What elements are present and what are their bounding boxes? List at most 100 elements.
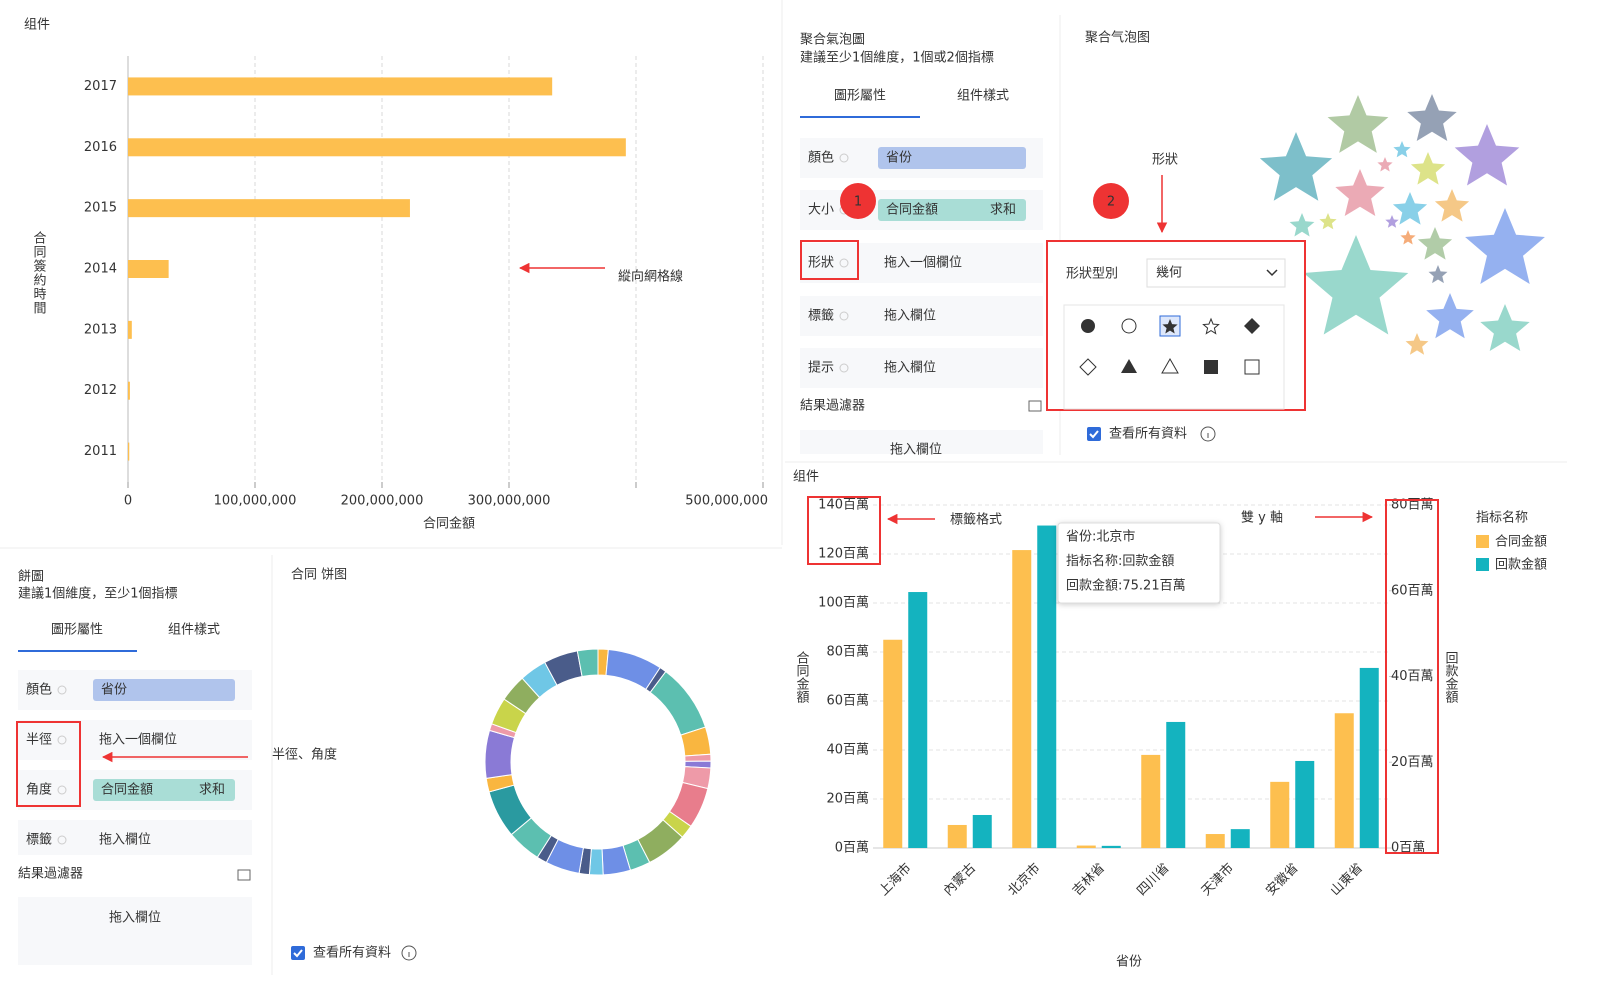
bar [128,381,130,400]
bubble-star [1392,192,1428,225]
field-pill[interactable] [878,147,1026,169]
bar [947,824,967,848]
x-axis-label: 省份 [1116,955,1142,970]
donut-segment [484,729,516,779]
field-value: 合同金額 [101,782,153,798]
annotation: 雙 y 軸 [1241,511,1283,526]
filter-placeholder: 拖入欄位 [109,910,161,926]
bubble-star [1289,213,1315,237]
x-tick-label: 500,000,000 [685,494,768,509]
checkbox-label: 查看所有資料 [1109,426,1187,442]
bar [128,199,410,218]
field-value: 合同金額 [886,202,938,218]
y-tick-label: 2015 [84,201,117,216]
gear-icon [839,153,849,163]
legend-title: 指标名称 [1476,510,1528,526]
y2-tick-label: 60百萬 [1391,583,1434,598]
filter-icon[interactable] [237,869,251,881]
highlight-box [1046,240,1306,411]
y2-tick-label: 0百萬 [1391,841,1425,856]
y-tick-label: 2016 [84,140,117,155]
bar [128,320,132,339]
field-row[interactable] [18,720,252,760]
field-placeholder: 拖入欄位 [884,360,936,376]
gear-icon [57,685,67,695]
bar [1076,845,1096,848]
field-label: 角度 [26,782,52,798]
shape-option[interactable] [1244,359,1260,375]
tab[interactable]: 圖形屬性 [834,89,886,104]
x-tick-label: 0 [124,494,132,509]
panel-hint: 建議至少1個維度，1個或2個指標 [800,50,994,66]
shape-option[interactable] [1162,319,1178,334]
field-placeholder: 拖入欄位 [884,308,936,324]
shape-option[interactable] [1161,357,1179,374]
panel-title: 餅圖 [18,570,44,585]
shape-option[interactable] [1121,318,1137,334]
filter-icon[interactable] [1028,400,1042,412]
bubble-star [1426,293,1474,339]
gear-icon [57,835,67,845]
bubble-star [1319,213,1337,230]
tab[interactable]: 圖形屬性 [51,623,103,638]
field-placeholder: 拖入欄位 [99,832,151,848]
badge [1093,183,1129,219]
chart-title: 聚合气泡图 [1085,30,1150,46]
bubble-star [1410,152,1446,185]
cover [10,855,260,863]
y2-axis-label: 回款金額 [1443,651,1459,704]
shape-option[interactable] [1079,358,1097,376]
y-tick-label: 2013 [84,322,117,337]
bubble-star [1335,169,1385,216]
shape-option[interactable] [1202,317,1220,335]
bar [1166,721,1186,848]
bar [1012,550,1032,848]
cover [795,455,1055,461]
y-tick-label: 2011 [84,444,117,459]
shape-option[interactable] [1081,319,1095,333]
checkbox-label: 查看所有資料 [313,945,391,961]
gear-icon [839,363,849,373]
badge [840,183,876,219]
tooltip-line: 指标名称:回款金額 [1066,553,1174,569]
filter-drop[interactable] [18,897,252,965]
legend-label: 合同金額 [1495,534,1547,550]
tab[interactable]: 组件樣式 [957,89,1009,104]
x-tick-label: 100,000,000 [214,494,297,509]
field-label: 半徑 [26,733,52,748]
donut-segment [576,648,599,678]
bubble-star [1407,94,1457,141]
shape-option[interactable] [1244,318,1260,334]
bar [1101,845,1121,848]
shape-option[interactable] [1121,359,1137,373]
legend-swatch[interactable] [1476,535,1489,548]
legend-swatch[interactable] [1476,558,1489,571]
y-tick-label: 60百萬 [826,694,869,709]
field-pill[interactable] [93,679,235,701]
highlight-box [1385,499,1439,854]
bar [1230,829,1250,848]
field-placeholder: 拖入一個欄位 [884,255,962,271]
tab[interactable]: 组件樣式 [168,623,220,638]
chart-title: 合同 饼图 [291,568,347,583]
field-pill[interactable] [93,779,235,801]
field-label: 顏色 [808,150,834,166]
shape-option[interactable] [1204,360,1218,374]
filter-placeholder: 拖入欄位 [890,442,942,458]
tooltip-line: 回款金額:75.21百萬 [1066,578,1186,594]
bubble-star [1259,132,1333,201]
checkbox[interactable] [1087,427,1101,441]
info-icon [401,945,417,961]
y-axis-label: 合同簽約時間 [31,231,47,315]
y2-tick-label: 80百萬 [1391,498,1434,513]
tooltip [1057,522,1221,604]
x-tick-label: 200,000,000 [341,494,424,509]
field-label: 形狀 [808,256,834,271]
select[interactable] [1146,258,1286,288]
field-placeholder: 拖入一個欄位 [99,732,177,748]
panel-hint: 建議1個維度，至少1個指標 [18,586,178,602]
filter-drop[interactable] [800,430,1043,454]
checkbox[interactable] [291,946,305,960]
field-row[interactable] [18,820,252,860]
field-pill[interactable] [878,199,1026,221]
